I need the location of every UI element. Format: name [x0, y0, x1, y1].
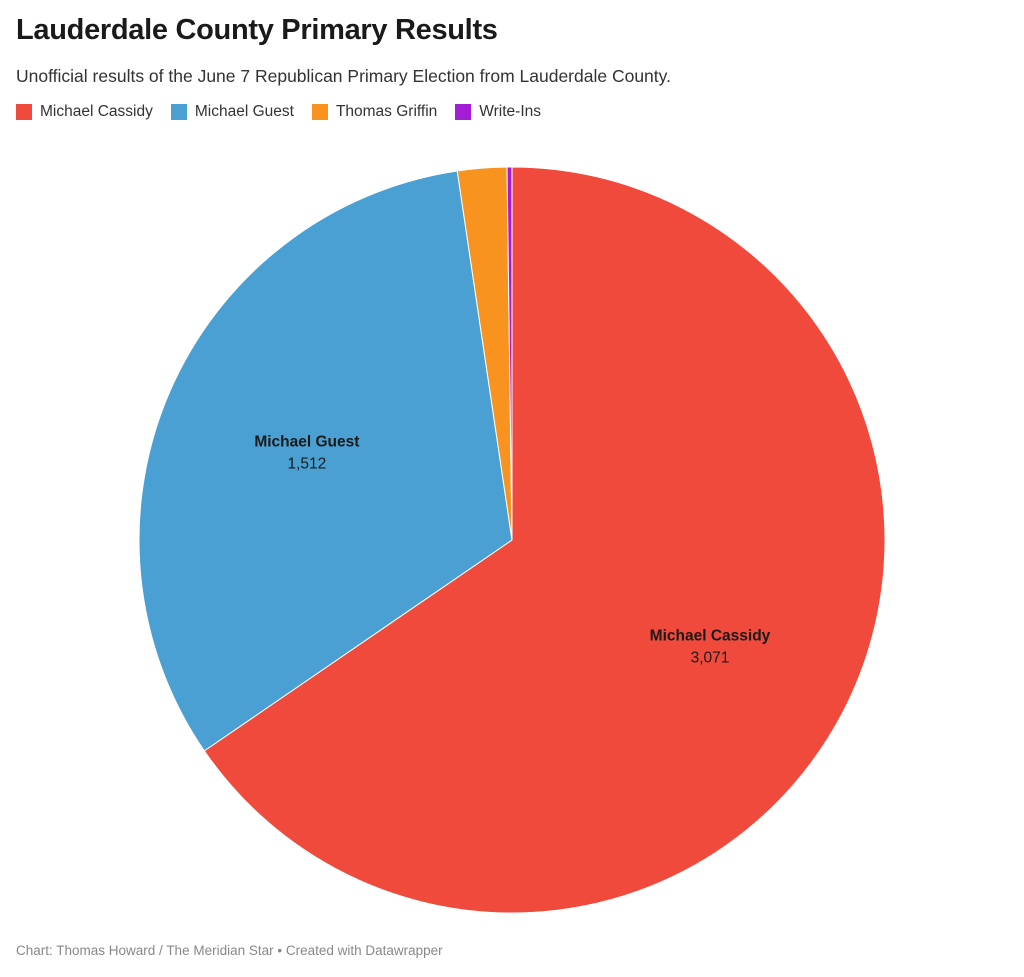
pie-slice-michael-guest	[138, 170, 513, 752]
legend-label-write-ins: Write-Ins	[479, 103, 542, 120]
legend-swatch-cassidy	[16, 104, 32, 120]
legend-label-guest: Michael Guest	[194, 103, 294, 120]
chart-subtitle: Unofficial results of the June 7 Republi…	[16, 66, 671, 86]
slice-label-name: Michael Guest	[254, 434, 359, 451]
legend-label-cassidy: Michael Cassidy	[40, 103, 153, 120]
legend-item-griffin: Thomas Griffin	[311, 103, 438, 121]
chart-credit: Chart: Thomas Howard / The Meridian Star…	[16, 943, 443, 958]
legend-item-write-ins: Write-Ins	[455, 103, 541, 121]
legend-swatch-griffin	[311, 104, 328, 120]
pie-labels: Michael Cassidy 3,071 Michael Guest 1,512	[254, 434, 770, 667]
slice-label-name: Michael Cassidy	[650, 627, 771, 644]
slice-label-value: 3,071	[691, 649, 730, 666]
pie-slices	[138, 166, 886, 914]
legend-swatch-write-ins	[455, 104, 472, 120]
legend-item-guest: Michael Guest	[170, 103, 294, 121]
chart-title: Lauderdale County Primary Results	[16, 14, 498, 46]
slice-label-value: 1,512	[287, 456, 326, 473]
legend-label-griffin: Thomas Griffin	[335, 103, 438, 120]
pie-slice-michael-cassidy	[203, 166, 886, 914]
pie-slice-write-ins	[506, 166, 513, 541]
legend: Michael Cassidy Michael Guest Thomas Gri…	[16, 103, 559, 121]
legend-swatch-guest	[170, 104, 187, 120]
pie-chart: Michael Cassidy 3,071 Michael Guest 1,512	[138, 166, 886, 914]
legend-item-cassidy: Michael Cassidy	[16, 103, 153, 121]
